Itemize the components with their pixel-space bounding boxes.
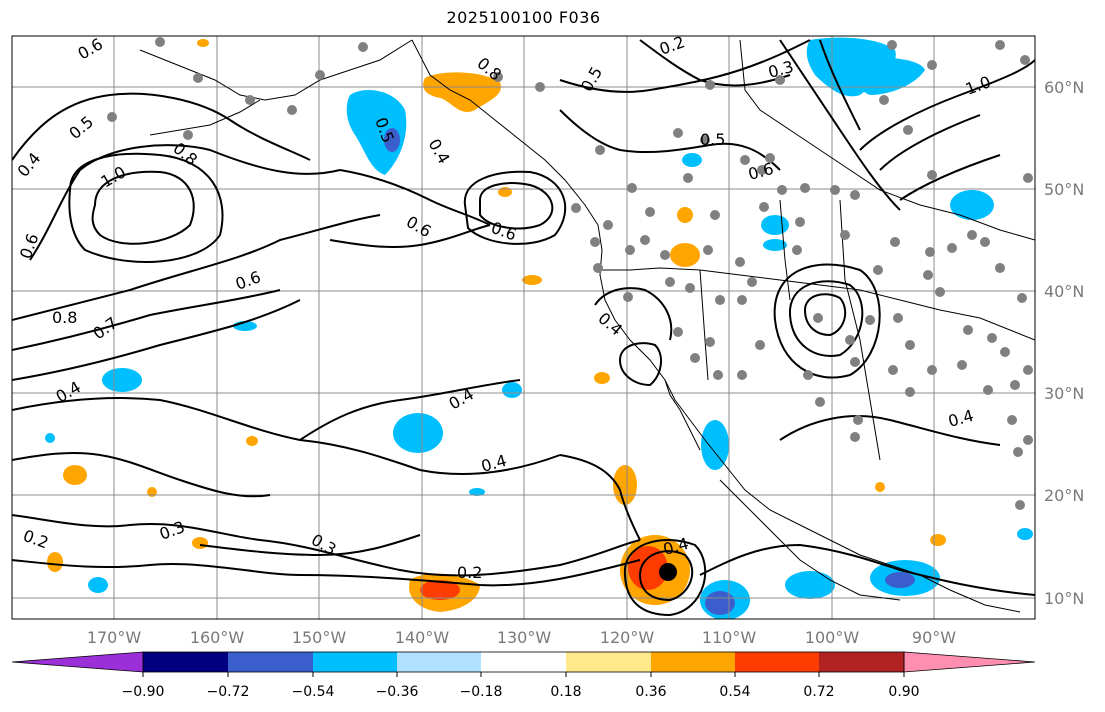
colorbar-segment — [903, 651, 1036, 673]
colorbar-tick-label: 0.72 — [803, 684, 834, 700]
map-title: 2025100100 F036 — [446, 8, 601, 27]
plot-border — [11, 35, 1036, 620]
colorbar-segment — [313, 652, 397, 672]
contour-lines — [12, 39, 1035, 617]
colorbar-tick-label: −0.54 — [292, 684, 335, 700]
colorbar-segment — [481, 652, 566, 672]
colorbar-segment — [819, 652, 904, 672]
lat-label: 10°N — [1044, 589, 1084, 608]
lat-label: 60°N — [1044, 78, 1084, 97]
lon-label: 160°W — [190, 628, 245, 647]
lat-label: 20°N — [1044, 486, 1084, 505]
lon-label: 110°W — [702, 628, 757, 647]
latitude-labels: 60°N 50°N 40°N 30°N 20°N 10°N — [1044, 78, 1084, 608]
colorbar-segment — [143, 652, 228, 672]
lon-label: 90°W — [912, 628, 956, 647]
coastlines — [139, 39, 1035, 613]
lon-label: 140°W — [395, 628, 450, 647]
lat-label: 50°N — [1044, 180, 1084, 199]
colorbar-segment — [228, 652, 313, 672]
colorbar-tick-label: −0.72 — [207, 684, 250, 700]
lon-label: 130°W — [497, 628, 552, 647]
lon-label: 120°W — [600, 628, 655, 647]
longitude-labels: 170°W 160°W 150°W 140°W 130°W 120°W 110°… — [87, 628, 956, 647]
lon-label: 100°W — [805, 628, 860, 647]
colorbar-segment — [651, 652, 735, 672]
colorbar-segment — [566, 652, 651, 672]
negative-anomaly-patch — [346, 90, 407, 175]
colorbar-tick-label: −0.36 — [376, 684, 419, 700]
colorbar-tick-label: −0.90 — [122, 684, 165, 700]
colorbar-tick-label: 0.18 — [550, 684, 581, 700]
colorbar-tick-label: 0.36 — [635, 684, 666, 700]
lon-label: 150°W — [292, 628, 347, 647]
contour-label: 0.2 — [457, 563, 482, 582]
contour-label: 0.8 — [52, 308, 77, 327]
colorbar-segment — [397, 652, 481, 672]
station-dots — [107, 37, 1033, 510]
cyclone-center-marker — [659, 563, 677, 581]
colorbar-tick-label: 0.90 — [888, 684, 919, 700]
lon-label: 170°W — [87, 628, 142, 647]
colorbar-tick-label: −0.18 — [460, 684, 503, 700]
colorbar: −0.90 −0.72 −0.54 −0.36 −0.18 0.18 0.36 … — [11, 651, 1036, 700]
colorbar-segment — [11, 651, 144, 673]
lat-label: 40°N — [1044, 282, 1084, 301]
colorbar-tick-label: 0.54 — [719, 684, 750, 700]
colorbar-segment — [735, 652, 819, 672]
lat-label: 30°N — [1044, 384, 1084, 403]
contour-label: 0.5 — [700, 130, 725, 149]
